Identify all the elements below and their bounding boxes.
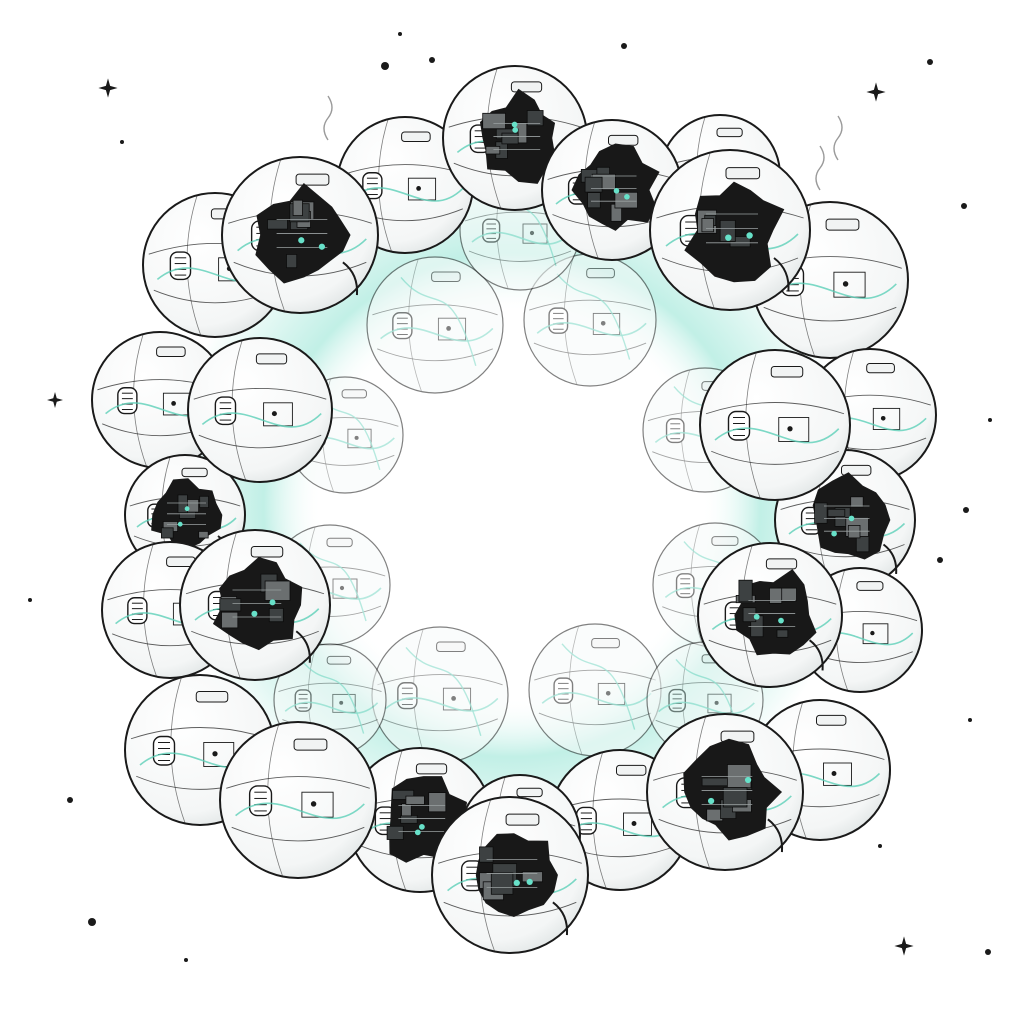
smoke-wisp — [833, 115, 843, 161]
smoke-wisp — [815, 145, 825, 191]
damaged-robot-sphere — [649, 149, 811, 311]
damaged-robot-sphere — [431, 796, 589, 954]
damaged-robot-sphere — [179, 529, 331, 681]
sparkle-star — [894, 936, 914, 956]
damaged-robot-sphere — [221, 156, 379, 314]
star-dot — [67, 797, 73, 803]
robot-sphere — [187, 337, 333, 483]
star-dot — [28, 598, 32, 602]
damaged-robot-sphere — [646, 713, 804, 871]
sparkle-star — [47, 392, 63, 408]
robot-sphere — [371, 626, 509, 764]
sparkle-star — [866, 82, 886, 102]
robot-sphere — [366, 256, 504, 394]
smoke-wisp — [323, 95, 333, 141]
star-dot — [184, 958, 188, 962]
sphere-ring — [91, 65, 937, 954]
star-dot — [398, 32, 402, 36]
robot-sphere — [528, 623, 662, 757]
star-dot — [621, 43, 627, 49]
star-dot — [963, 507, 969, 513]
sparkle-star — [98, 78, 118, 98]
star-dot — [937, 557, 943, 563]
damaged-robot-sphere — [697, 542, 843, 688]
star-dot — [927, 59, 933, 65]
star-field — [28, 32, 992, 962]
robot-sphere — [219, 721, 377, 879]
robot-sphere — [523, 253, 657, 387]
star-dot — [120, 140, 124, 144]
robot-sphere — [699, 349, 851, 501]
star-dot — [968, 718, 972, 722]
star-dot — [88, 918, 96, 926]
star-dot — [381, 62, 389, 70]
star-dot — [988, 418, 992, 422]
star-dot — [985, 949, 991, 955]
star-dot — [961, 203, 967, 209]
star-dot — [429, 57, 435, 63]
star-dot — [878, 844, 882, 848]
damaged-robot-sphere — [541, 119, 683, 261]
